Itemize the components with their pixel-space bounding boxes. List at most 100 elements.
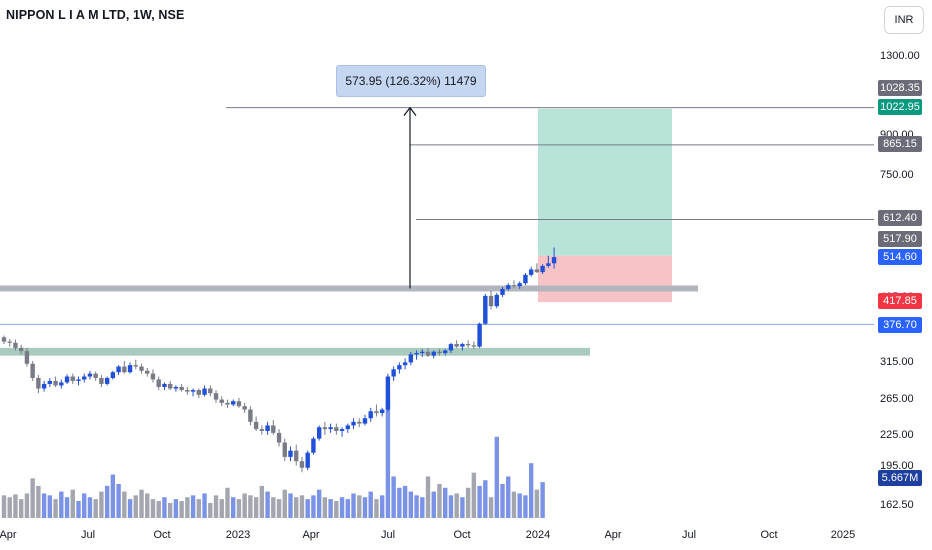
candle <box>185 390 190 392</box>
candle <box>53 380 58 386</box>
candle <box>162 383 167 387</box>
candle <box>437 351 442 354</box>
volume-bar <box>116 484 121 518</box>
candle <box>362 418 368 424</box>
volume-bar <box>391 476 396 518</box>
volume-bar <box>133 495 138 518</box>
volume-bar <box>305 499 310 518</box>
x-tick-label: 2025 <box>830 529 856 541</box>
volume-bar <box>276 499 282 518</box>
candle <box>13 342 18 348</box>
candle <box>24 351 30 364</box>
volume-bar <box>225 487 230 518</box>
candle <box>231 401 236 405</box>
volume-bar <box>47 495 53 518</box>
volume-bar <box>465 487 471 518</box>
volume-bar <box>167 502 173 518</box>
candle <box>76 379 81 381</box>
candle <box>104 377 110 384</box>
candle <box>87 373 93 377</box>
volume-bar <box>7 497 12 518</box>
candle <box>517 283 522 287</box>
candle <box>299 461 305 468</box>
candle <box>139 366 144 371</box>
price-tag: 417.85 <box>878 293 922 309</box>
support-zone <box>0 347 590 356</box>
candle <box>420 351 425 354</box>
volume-bar <box>282 489 287 518</box>
y-tick-label: 225.00 <box>880 428 914 441</box>
candle <box>483 295 488 324</box>
volume-bar <box>362 497 368 518</box>
candle <box>265 425 270 431</box>
volume-bar <box>528 463 534 518</box>
candle <box>328 427 333 430</box>
candle <box>334 427 339 431</box>
volume-bar <box>156 501 161 518</box>
chart-title: NIPPON L I A M LTD, 1W, NSE <box>6 8 185 22</box>
y-tick-label: 265.00 <box>880 393 914 406</box>
candle <box>414 353 419 355</box>
candle <box>253 421 259 430</box>
y-tick-label: 195.00 <box>880 459 914 472</box>
volume-bar <box>196 499 202 518</box>
candle <box>276 432 282 443</box>
candle <box>506 285 511 289</box>
candle <box>150 373 156 380</box>
drawing-zones-layer <box>0 107 874 356</box>
volume-bar <box>477 485 482 518</box>
volume-bar <box>99 491 104 518</box>
volume-bar <box>271 497 276 518</box>
volume-bar <box>13 494 18 518</box>
candle <box>305 452 310 468</box>
volume-bar <box>208 502 213 518</box>
volume-bar <box>448 495 454 518</box>
candle <box>431 351 436 356</box>
volume-bar <box>294 497 299 518</box>
candle <box>408 354 414 363</box>
volume-bar <box>385 399 391 518</box>
candle <box>454 344 459 347</box>
candle <box>471 345 477 347</box>
price-tag: 1028.35 <box>878 80 922 96</box>
measure-arrowhead <box>403 106 417 116</box>
candle <box>36 377 41 389</box>
volume-bar <box>322 497 328 518</box>
volume-bar <box>339 497 345 518</box>
volume-bar <box>213 495 219 518</box>
volume-bar <box>18 499 24 518</box>
x-tick-label: Jul <box>80 529 96 541</box>
candle <box>64 376 70 383</box>
candles-layer <box>1 247 557 473</box>
candle <box>294 450 299 462</box>
candle <box>391 369 396 377</box>
candle <box>322 427 328 430</box>
target-zone <box>538 108 672 256</box>
volume-bar <box>190 495 196 518</box>
annotation-layer <box>403 106 417 289</box>
volume-bar <box>139 489 144 518</box>
candle <box>494 294 499 307</box>
volume-bar <box>145 493 150 518</box>
candle <box>523 274 528 284</box>
volume-bar <box>500 484 505 518</box>
candle <box>116 366 121 373</box>
volume-bar <box>162 497 167 518</box>
candle <box>528 269 534 275</box>
x-tick-label: 2024 <box>525 529 551 541</box>
candle <box>248 409 253 422</box>
measure-label: 573.95 (126.32%) 11479 <box>336 65 486 97</box>
candle <box>145 370 150 374</box>
candle <box>1 337 7 342</box>
candle <box>179 386 184 391</box>
volume-bar <box>506 476 511 518</box>
price-tag: 865.15 <box>878 136 922 152</box>
price-tag: 612.40 <box>878 210 922 226</box>
candle <box>351 421 356 426</box>
currency-selector[interactable]: INR <box>884 6 924 34</box>
volume-bar <box>87 497 93 518</box>
stop-zone <box>538 255 672 303</box>
candle <box>443 350 448 354</box>
volume-bar <box>471 472 477 518</box>
